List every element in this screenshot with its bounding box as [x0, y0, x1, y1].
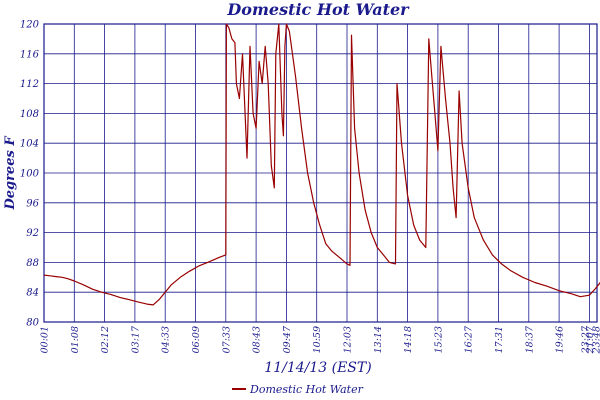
x-tick-label: 00:01 [40, 326, 51, 353]
y-tick-label: 100 [20, 169, 40, 180]
series-layer [43, 23, 600, 306]
series-line-domestic-hot-water [43, 23, 600, 306]
legend-label: Domestic Hot Water [249, 383, 364, 396]
y-axis-ticks: 80 84 88 92 96 100 104 108 112 116 120 [20, 20, 40, 329]
x-tick-label: 07:33 [221, 326, 232, 353]
x-tick-label: 06:09 [191, 326, 202, 353]
y-tick-label: 120 [20, 20, 40, 31]
x-tick-label: 10:59 [312, 326, 323, 353]
y-tick-label: 112 [20, 79, 39, 90]
chart-title: Domestic Hot Water [226, 0, 410, 19]
y-tick-label: 116 [20, 49, 40, 60]
y-tick-label: 84 [26, 288, 39, 299]
x-tick-label: 23:27 [581, 325, 592, 354]
x-tick-label: 02:12 [100, 326, 111, 353]
x-tick-label: 13:14 [373, 326, 384, 353]
x-tick-label: 16:27 [464, 325, 475, 353]
x-tick-label: 03:17 [130, 325, 141, 353]
x-tick-label: 21:07 [585, 325, 596, 354]
y-axis-label: Degrees F [3, 136, 18, 211]
x-tick-label: 18:37 [524, 325, 535, 353]
x-tick-label: 04:33 [161, 326, 172, 353]
x-axis-ticks: 00:01 01:08 02:12 03:17 04:33 06:09 07:33 08:43… [40, 325, 600, 354]
x-axis-label: 11/14/13 (EST) [264, 360, 371, 376]
x-tick-label: 12:03 [343, 326, 354, 353]
x-tick-label: 19:46 [555, 326, 566, 353]
x-tick-label: 08:43 [252, 326, 263, 353]
legend: Domestic Hot Water [232, 383, 364, 396]
x-tick-label: 14:18 [403, 326, 414, 353]
x-tick-label: 09:47 [282, 325, 293, 353]
y-tick-label: 88 [26, 258, 39, 269]
y-tick-label: 108 [20, 109, 39, 120]
x-tick-label: 17:31 [494, 326, 505, 353]
x-tick-label: 23:48 [592, 326, 600, 354]
y-tick-label: 104 [20, 139, 39, 150]
x-tick-label: 01:08 [70, 326, 81, 353]
y-tick-label: 80 [26, 318, 39, 329]
y-tick-label: 92 [26, 228, 39, 239]
x-tick-label: 15:23 [433, 326, 444, 353]
y-tick-label: 96 [26, 198, 39, 209]
grid [43, 23, 598, 323]
